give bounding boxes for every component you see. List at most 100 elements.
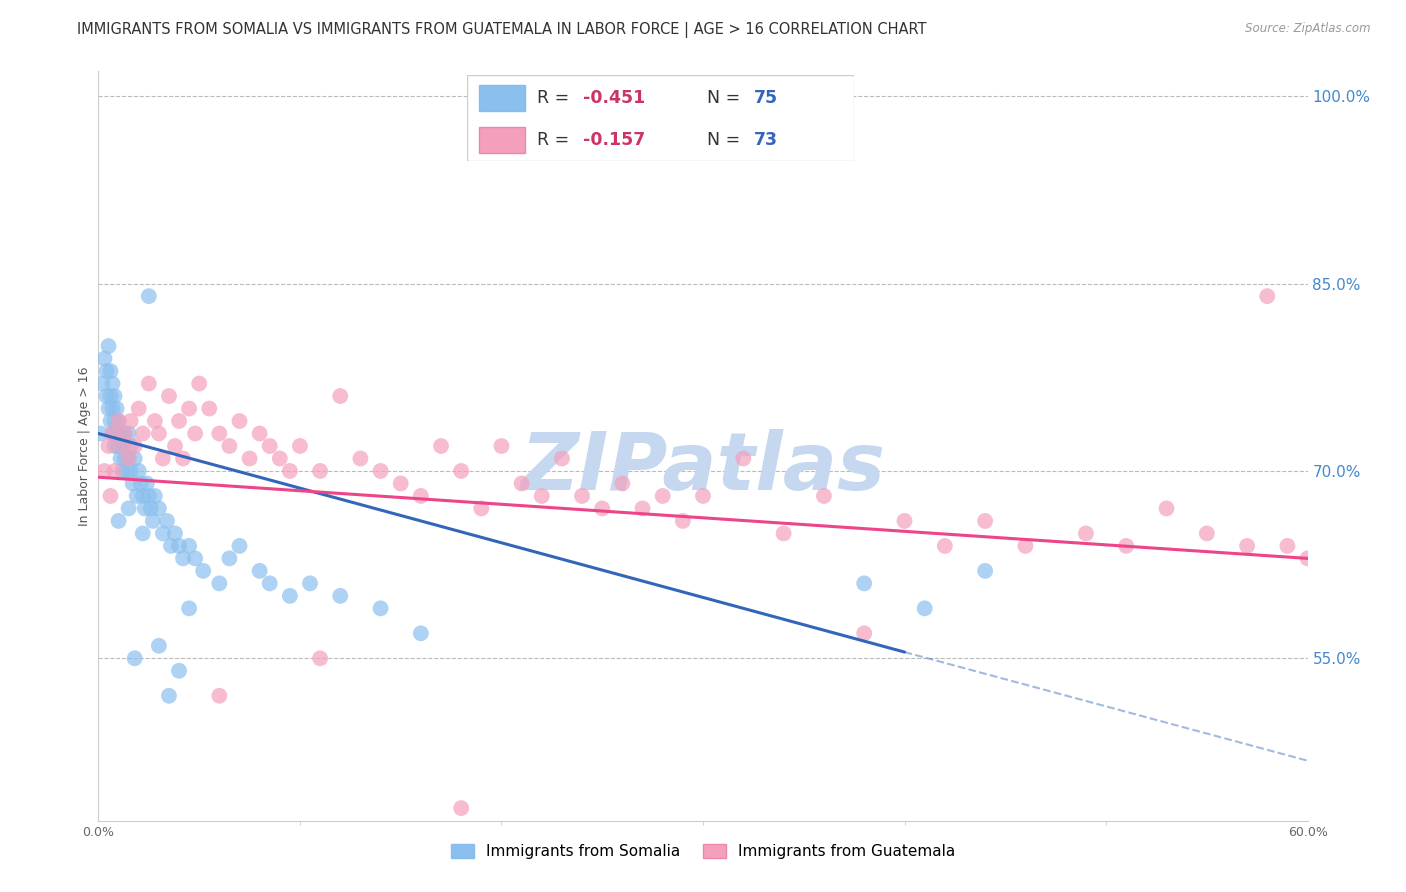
Point [142, 514, 165, 528]
Point [184, 551, 207, 566]
Point [118, 451, 141, 466]
Point [934, 539, 956, 553]
Point [470, 501, 492, 516]
Point [125, 489, 148, 503]
Point [114, 426, 136, 441]
Point [491, 439, 513, 453]
Point [389, 476, 412, 491]
Text: ZIPatlas: ZIPatlas [520, 429, 886, 508]
Point [107, 439, 129, 453]
Point [450, 801, 472, 815]
Point [111, 439, 134, 453]
Point [103, 439, 125, 453]
Point [124, 451, 146, 466]
Point [329, 389, 352, 403]
Point [1156, 501, 1178, 516]
Point [157, 389, 180, 403]
Point [120, 414, 142, 428]
Point [132, 526, 155, 541]
Point [591, 501, 613, 516]
Point [167, 539, 190, 553]
Point [124, 651, 146, 665]
Point [914, 601, 936, 615]
Point [107, 414, 129, 428]
Point [551, 451, 574, 466]
Point [96, 364, 118, 378]
Y-axis label: In Labor Force | Age > 16: In Labor Force | Age > 16 [79, 367, 91, 525]
Point [228, 539, 250, 553]
Point [288, 439, 311, 453]
Point [152, 451, 174, 466]
Point [107, 514, 129, 528]
Point [772, 526, 794, 541]
Point [167, 414, 190, 428]
Point [114, 426, 136, 441]
Point [249, 426, 271, 441]
Point [163, 526, 186, 541]
Text: IMMIGRANTS FROM SOMALIA VS IMMIGRANTS FROM GUATEMALA IN LABOR FORCE | AGE > 16 C: IMMIGRANTS FROM SOMALIA VS IMMIGRANTS FR… [77, 22, 927, 38]
Point [1256, 289, 1278, 303]
Point [1277, 539, 1299, 553]
Point [97, 339, 120, 353]
Point [1115, 539, 1137, 553]
Point [329, 589, 352, 603]
Point [179, 601, 201, 615]
Legend: Immigrants from Somalia, Immigrants from Guatemala: Immigrants from Somalia, Immigrants from… [444, 838, 962, 865]
Point [179, 539, 201, 553]
Point [309, 651, 332, 665]
Point [100, 489, 122, 503]
Point [974, 564, 997, 578]
Point [120, 439, 142, 453]
Point [172, 451, 194, 466]
Point [1014, 539, 1036, 553]
Point [1195, 526, 1218, 541]
Point [152, 526, 174, 541]
Point [105, 401, 128, 416]
Point [100, 364, 122, 378]
Point [89, 426, 111, 441]
Point [128, 401, 150, 416]
Point [813, 489, 835, 503]
Point [100, 414, 122, 428]
Point [409, 489, 432, 503]
Point [132, 489, 155, 503]
Point [184, 426, 207, 441]
Point [193, 564, 215, 578]
Point [100, 389, 122, 403]
Point [349, 451, 371, 466]
Point [111, 464, 134, 478]
Point [93, 351, 115, 366]
Text: Source: ZipAtlas.com: Source: ZipAtlas.com [1246, 22, 1371, 36]
Point [163, 439, 186, 453]
Point [1236, 539, 1258, 553]
Point [128, 464, 150, 478]
Point [143, 489, 166, 503]
Point [733, 451, 755, 466]
Point [148, 639, 170, 653]
Point [115, 464, 138, 478]
Point [370, 464, 392, 478]
Point [148, 501, 170, 516]
Point [269, 451, 291, 466]
Point [134, 501, 156, 516]
Point [135, 476, 157, 491]
Point [259, 576, 281, 591]
Point [93, 464, 115, 478]
Point [278, 589, 301, 603]
Point [208, 689, 231, 703]
Point [143, 414, 166, 428]
Point [631, 501, 654, 516]
Point [110, 426, 132, 441]
Point [132, 426, 155, 441]
Point [124, 439, 146, 453]
Point [259, 439, 281, 453]
Point [692, 489, 714, 503]
Point [430, 439, 453, 453]
Point [672, 514, 695, 528]
Point [97, 401, 120, 416]
Point [208, 426, 231, 441]
Point [198, 401, 221, 416]
Point [218, 551, 240, 566]
Point [299, 576, 322, 591]
Point [101, 426, 124, 441]
